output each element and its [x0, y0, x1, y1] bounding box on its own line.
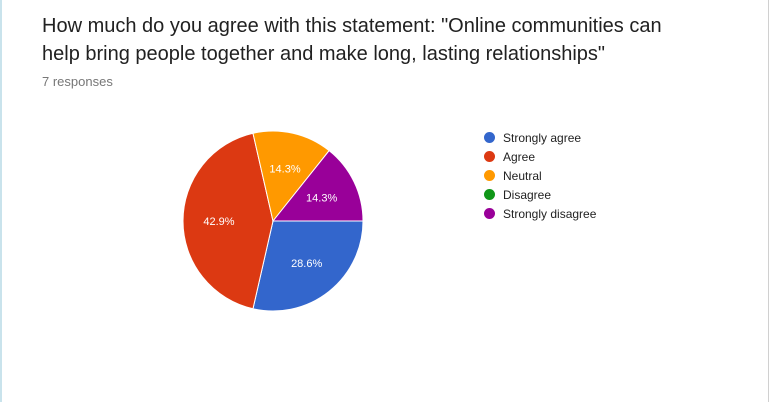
pie-label-neutral: 14.3%: [269, 163, 300, 175]
legend-label: Neutral: [503, 168, 542, 183]
pie-label-strongly-agree: 28.6%: [291, 258, 322, 270]
pie-label-agree: 42.9%: [203, 216, 234, 228]
legend-item-neutral[interactable]: Neutral: [484, 166, 596, 185]
pie-slice-agree[interactable]: [182, 132, 274, 310]
legend-label: Agree: [503, 149, 536, 164]
legend-item-disagree[interactable]: Disagree: [484, 185, 596, 204]
question-title: How much do you agree with this statemen…: [42, 15, 662, 65]
legend-label: Disagree: [503, 187, 552, 202]
legend-swatch: [484, 208, 495, 219]
legend-item-agree[interactable]: Agree: [484, 147, 596, 166]
legend-item-strongly-agree[interactable]: Strongly agree: [484, 128, 596, 147]
chart-legend: Strongly agree Agree Neutral Disagree Strong…: [484, 128, 596, 223]
legend-item-strongly-disagree[interactable]: Strongly disagree: [484, 204, 596, 223]
pie-slice-strongly-agree[interactable]: [252, 220, 364, 312]
legend-label: Strongly disagree: [503, 206, 597, 221]
responses-count: 7 responses: [42, 74, 113, 89]
card-left-border: [0, 0, 2, 402]
legend-swatch: [484, 189, 495, 200]
pie-slice-strongly-disagree[interactable]: [271, 149, 364, 222]
legend-swatch: [484, 151, 495, 162]
pie-slice-neutral[interactable]: [252, 130, 330, 223]
legend-label: Strongly agree: [503, 130, 582, 145]
pie-label-strongly-disagree: 14.3%: [306, 193, 337, 205]
legend-swatch: [484, 132, 495, 143]
legend-swatch: [484, 170, 495, 181]
